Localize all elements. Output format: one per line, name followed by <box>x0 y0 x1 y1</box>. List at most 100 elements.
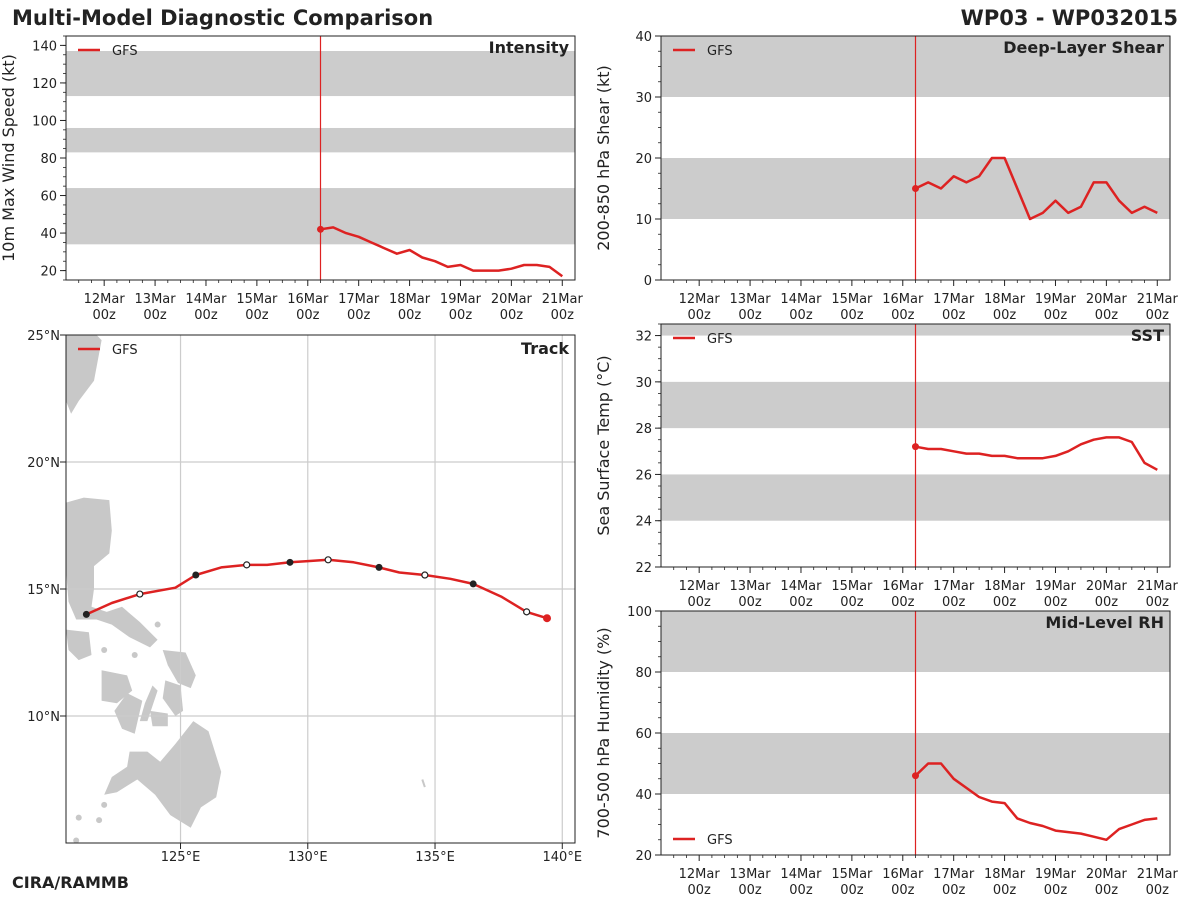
luzon-shape <box>66 497 158 648</box>
rh-frame <box>660 610 1171 856</box>
rh-xtick-label-8: 20Mar <box>1086 867 1128 882</box>
intensity-xtick-sublabel-0: 00z <box>92 308 116 323</box>
intensity-ytick-label-4: 100 <box>32 114 57 129</box>
sst-ytick-label-5: 32 <box>635 330 652 345</box>
sst-xtick-label-8: 20Mar <box>1086 579 1128 594</box>
track-marker-open-2 <box>324 556 332 564</box>
intensity-ytick-label-6: 140 <box>32 39 57 54</box>
sst-xtick-sublabel-4: 00z <box>891 595 915 610</box>
sst-ytick-label-0: 22 <box>635 561 652 576</box>
track-xtick-label-0: 125°E <box>161 850 201 865</box>
rh-series-start-point <box>912 772 919 780</box>
shear-title: Deep-Layer Shear <box>1003 38 1164 57</box>
shear-xtick-label-1: 13Mar <box>730 292 772 307</box>
shear-xtick-label-9: 21Mar <box>1137 292 1179 307</box>
shear-xtick-label-0: 12Mar <box>679 292 721 307</box>
intensity-series-start-point <box>317 225 324 233</box>
rh-ytick-label-1: 40 <box>635 788 652 803</box>
shear-ytick-label-1: 10 <box>635 213 652 228</box>
sst-ytick-label-1: 24 <box>635 515 652 530</box>
track-series-line <box>85 558 548 620</box>
rh-xtick-label-4: 16Mar <box>882 867 924 882</box>
track-marker-open-4 <box>136 590 144 598</box>
figure-title: Multi-Model Diagnostic Comparison <box>12 6 434 30</box>
storm-id: WP03 - WP032015 <box>960 6 1178 30</box>
palau-islet <box>421 779 426 788</box>
sst-xtick-label-7: 19Mar <box>1035 579 1077 594</box>
shear-xtick-sublabel-3: 00z <box>840 308 864 323</box>
sst-xtick-sublabel-2: 00z <box>789 595 813 610</box>
rh-xtick-sublabel-7: 00z <box>1044 883 1068 898</box>
rh-xtick-sublabel-3: 00z <box>840 883 864 898</box>
islet-2 <box>131 652 138 659</box>
track-xtick-label-1: 130°E <box>288 850 328 865</box>
rh-series-line-0 <box>914 762 1158 842</box>
samar-shape <box>162 650 196 689</box>
shear-xtick-sublabel-8: 00z <box>1095 308 1119 323</box>
sst-xtick-sublabel-7: 00z <box>1044 595 1068 610</box>
intensity-ytick-label-5: 120 <box>32 77 57 92</box>
rh-xtick-label-2: 14Mar <box>780 867 822 882</box>
sst-xtick-sublabel-9: 00z <box>1146 595 1170 610</box>
intensity-ytick-label-0: 20 <box>40 265 57 280</box>
track-ytick-label-0: 10°N <box>27 710 60 725</box>
track-legend-label: GFS <box>112 343 138 358</box>
panay-shape <box>101 670 133 704</box>
intensity-ytick-label-1: 40 <box>40 227 57 242</box>
shear-series-start-point <box>912 185 919 192</box>
sst-xtick-label-5: 17Mar <box>933 579 975 594</box>
track-marker-open-3 <box>243 561 251 569</box>
rh-xtick-sublabel-9: 00z <box>1146 883 1170 898</box>
sst-title: SST <box>1131 326 1164 345</box>
intensity-xtick-label-6: 18Mar <box>389 292 431 307</box>
shear-frame <box>660 35 1171 281</box>
track-marker-filled-1 <box>469 580 477 588</box>
bohol-shape <box>150 710 168 727</box>
shear-xtick-sublabel-2: 00z <box>789 308 813 323</box>
track-marker-filled-2 <box>375 563 383 571</box>
sst-xtick-label-3: 15Mar <box>831 579 873 594</box>
credit-label: CIRA/RAMMB <box>12 873 129 892</box>
sst-xtick-label-4: 16Mar <box>882 579 924 594</box>
shear-xtick-label-6: 18Mar <box>984 292 1026 307</box>
intensity-xtick-label-4: 16Mar <box>287 292 329 307</box>
sst-ytick-label-3: 28 <box>635 422 652 437</box>
intensity-xtick-label-2: 14Mar <box>185 292 227 307</box>
track-marker-open-0 <box>523 608 531 616</box>
shear-xtick-label-5: 17Mar <box>933 292 975 307</box>
shear-ytick-label-2: 20 <box>635 152 652 167</box>
shear-xtick-label-8: 20Mar <box>1086 292 1128 307</box>
intensity-xtick-sublabel-2: 00z <box>194 308 218 323</box>
intensity-xtick-label-3: 15Mar <box>236 292 278 307</box>
intensity-xtick-sublabel-1: 00z <box>143 308 167 323</box>
rh-xtick-sublabel-5: 00z <box>942 883 966 898</box>
rh-xtick-label-5: 17Mar <box>933 867 975 882</box>
sst-ytick-label-4: 30 <box>635 376 652 391</box>
sst-panel: 22242628303212Mar00z13Mar00z14Mar00z15Ma… <box>594 323 1179 610</box>
intensity-xtick-sublabel-5: 00z <box>347 308 371 323</box>
intensity-legend-label: GFS <box>112 44 138 59</box>
rh-ylabel: 700-500 hPa Humidity (%) <box>594 627 613 838</box>
sulu-island-1 <box>96 817 103 824</box>
rh-xtick-label-0: 12Mar <box>679 867 721 882</box>
rh-ytick-label-3: 80 <box>635 666 652 681</box>
sulu-island-4 <box>101 801 108 808</box>
shear-xtick-sublabel-6: 00z <box>993 308 1017 323</box>
shear-panel: 01020304012Mar00z13Mar00z14Mar00z15Mar00… <box>594 30 1178 323</box>
rh-xtick-label-3: 15Mar <box>831 867 873 882</box>
sst-frame <box>660 323 1171 568</box>
sst-series-line-0 <box>915 436 1158 471</box>
shear-ytick-label-3: 30 <box>635 91 652 106</box>
track-marker-open-1 <box>421 571 429 579</box>
rh-panel: 2040608010012Mar00z13Mar00z14Mar00z15Mar… <box>594 605 1178 898</box>
intensity-xtick-label-8: 20Mar <box>491 292 533 307</box>
shear-series-line-0 <box>914 156 1158 221</box>
sst-xtick-label-1: 13Mar <box>730 579 772 594</box>
rh-xtick-sublabel-1: 00z <box>738 883 762 898</box>
shear-xtick-sublabel-7: 00z <box>1044 308 1068 323</box>
shear-xtick-sublabel-1: 00z <box>738 308 762 323</box>
rh-ytick-label-0: 20 <box>635 849 652 864</box>
rh-title: Mid-Level RH <box>1045 613 1164 632</box>
sst-xtick-label-9: 21Mar <box>1137 579 1179 594</box>
